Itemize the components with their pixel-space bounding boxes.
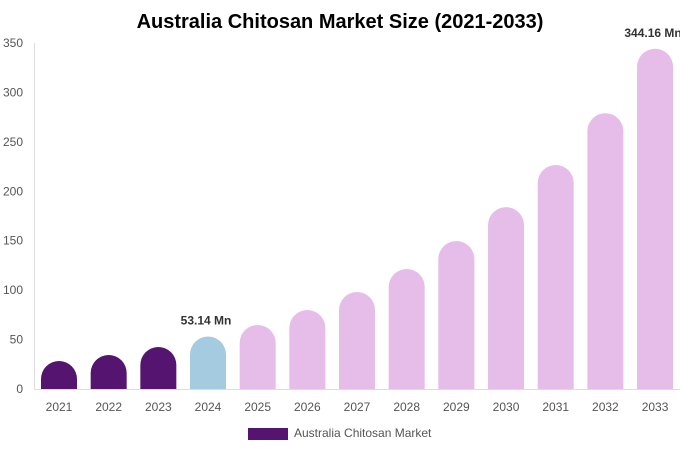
legend-label: Australia Chitosan Market: [294, 426, 432, 440]
data-label: 344.16 Mn: [624, 26, 680, 40]
y-tick-label: 50: [10, 333, 24, 347]
x-tick-label: 2029: [443, 400, 470, 414]
y-tick-label: 150: [3, 234, 23, 248]
x-tick-label: 2032: [592, 400, 619, 414]
x-tick-label: 2026: [294, 400, 321, 414]
x-tick-label: 2022: [95, 400, 122, 414]
y-tick-label: 0: [16, 382, 23, 396]
bar-2030[interactable]: [488, 207, 525, 389]
bar-2023[interactable]: [140, 346, 177, 389]
bar-2026[interactable]: [289, 310, 326, 389]
bar-2028[interactable]: [388, 268, 425, 389]
x-tick-label: 2021: [46, 400, 73, 414]
x-tick-label: 2031: [542, 400, 569, 414]
bar-2022[interactable]: [90, 354, 127, 389]
bar-2033[interactable]: [637, 48, 674, 389]
bar-2029[interactable]: [438, 241, 475, 389]
bar-2032[interactable]: [587, 113, 624, 389]
x-tick-label: 2027: [344, 400, 371, 414]
y-tick-label: 200: [3, 184, 23, 198]
x-tick-label: 2025: [244, 400, 271, 414]
x-tick-label: 2024: [195, 400, 222, 414]
y-tick-label: 100: [3, 283, 23, 297]
x-tick-label: 2023: [145, 400, 172, 414]
legend[interactable]: Australia Chitosan Market: [248, 426, 432, 440]
x-tick-label: 2033: [642, 400, 669, 414]
data-label: 53.14 Mn: [181, 313, 232, 327]
chart-title: Australia Chitosan Market Size (2021-203…: [137, 11, 544, 33]
bar-2031[interactable]: [537, 164, 574, 389]
bar-2024[interactable]: [190, 336, 227, 389]
bar-2021[interactable]: [41, 361, 77, 389]
y-tick-label: 350: [3, 36, 23, 50]
bar-2025[interactable]: [239, 325, 276, 389]
legend-swatch: [248, 428, 288, 440]
x-tick-label: 2030: [493, 400, 520, 414]
bar-2027[interactable]: [339, 292, 376, 389]
x-tick-label: 2028: [393, 400, 420, 414]
y-tick-label: 300: [3, 85, 23, 99]
y-tick-label: 250: [3, 135, 23, 149]
